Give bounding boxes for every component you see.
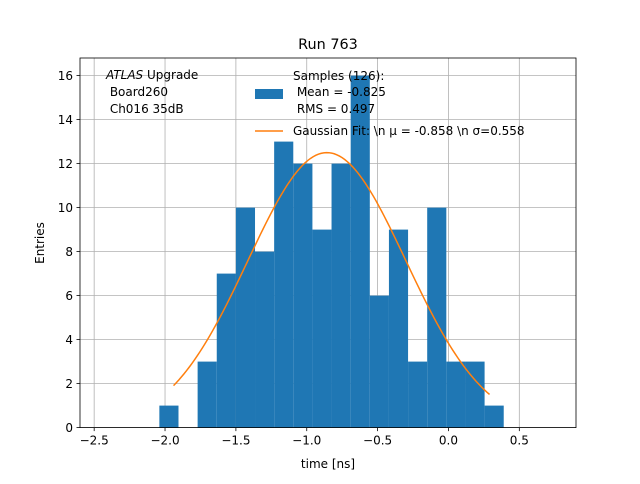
svg-text:ATLAS Upgrade: ATLAS Upgrade	[105, 68, 198, 82]
histogram-bar	[274, 141, 294, 428]
legend-histogram-label-line3: RMS = 0.497	[293, 102, 375, 116]
x-tick-label: 0.0	[439, 434, 458, 448]
histogram-bar	[465, 361, 485, 428]
histogram-bar	[446, 361, 466, 428]
histogram-bar	[216, 273, 236, 428]
histogram-bar	[235, 207, 256, 428]
legend-histogram-label-line1: Samples (126):	[293, 69, 384, 83]
x-tick-label: −2.5	[80, 434, 109, 448]
histogram-bar	[350, 75, 370, 428]
gaussian-fit-curve	[172, 151, 491, 396]
channel-label: Ch016 35dB	[106, 102, 184, 116]
y-tick-label: 4	[65, 333, 73, 347]
histogram-bar	[408, 361, 428, 428]
y-tick-label: 16	[58, 69, 73, 83]
histogram-bar	[293, 163, 313, 428]
grid	[80, 58, 576, 429]
y-tick-label: 10	[58, 201, 73, 215]
histogram-bar	[312, 229, 332, 428]
y-tick-label: 8	[65, 245, 73, 259]
legend-fit-label: Gaussian Fit: \n μ = -0.858 \n σ=0.558	[293, 124, 525, 138]
histogram-bar	[255, 251, 275, 428]
y-tick-label: 6	[65, 289, 73, 303]
histogram-bar	[369, 295, 389, 428]
histogram-bar	[388, 229, 409, 428]
x-tick-label: −2.0	[150, 434, 179, 448]
atlas-label: ATLAS	[105, 68, 144, 82]
x-tick-label: −1.0	[292, 434, 321, 448]
x-axis-label: time [ns]	[301, 457, 355, 471]
x-tick-label: −1.5	[221, 434, 250, 448]
y-axis-ticks: 0 2 4 6 8 10 12 14 16	[58, 69, 80, 435]
legend: Samples (126): Mean = -0.825 RMS = 0.497…	[255, 69, 525, 138]
legend-histogram-swatch	[255, 89, 283, 99]
legend-histogram-label-line2: Mean = -0.825	[293, 85, 386, 99]
histogram-bar	[159, 405, 179, 428]
y-tick-label: 12	[58, 157, 73, 171]
x-tick-label: 0.5	[510, 434, 529, 448]
y-tick-label: 14	[58, 113, 73, 127]
histogram-bars	[159, 75, 504, 428]
y-tick-label: 0	[65, 421, 73, 435]
board-label: Board260	[106, 85, 168, 99]
upgrade-label: Upgrade	[143, 68, 198, 82]
histogram-bar	[197, 361, 217, 428]
histogram-bar	[427, 207, 447, 428]
plot-frame	[79, 57, 577, 429]
y-axis-label: Entries	[33, 222, 47, 264]
histogram-bar	[331, 163, 351, 428]
x-axis-ticks: −2.5 −2.0 −1.5 −1.0 −0.5 0.0 0.5	[80, 427, 529, 448]
y-tick-label: 2	[65, 377, 73, 391]
histogram-bar	[484, 405, 504, 428]
atlas-annotation: ATLAS Upgrade Board260 Ch016 35dB	[105, 68, 198, 116]
chart-title: Run 763	[298, 37, 358, 53]
x-tick-label: −0.5	[363, 434, 392, 448]
